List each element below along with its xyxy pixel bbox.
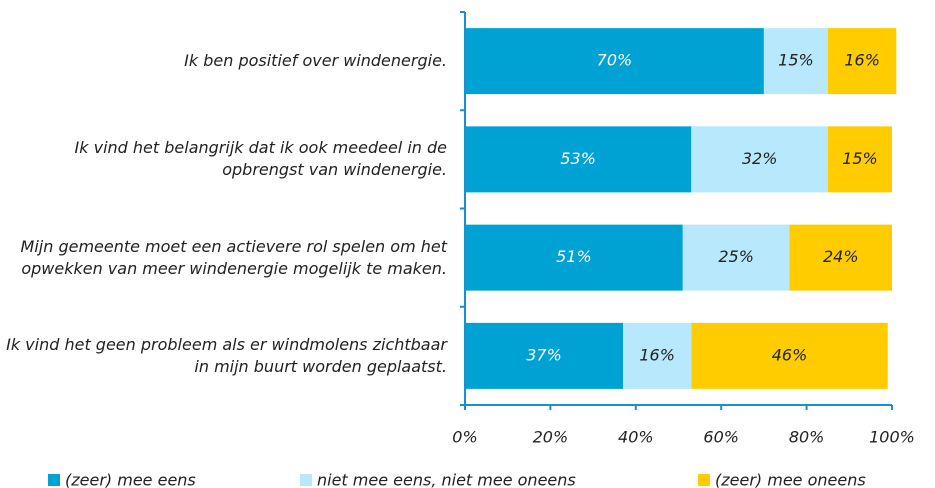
value-label: 70% — [597, 51, 633, 70]
value-label: 51% — [556, 247, 592, 266]
category-label: Ik vind het belangrijk dat ik ook meedee… — [74, 138, 447, 180]
value-label: 53% — [560, 149, 596, 168]
x-tick-label: 100% — [869, 428, 915, 447]
value-label: 16% — [639, 345, 675, 364]
bar-segment — [789, 224, 892, 291]
bar-segment — [827, 28, 897, 95]
value-label: 32% — [742, 149, 778, 168]
bar-segment — [465, 126, 692, 193]
bar-segment — [465, 224, 683, 291]
x-tick-label: 0% — [452, 428, 477, 447]
bar-segment — [622, 322, 692, 389]
bar-segment — [763, 28, 828, 95]
value-label: 16% — [844, 51, 880, 70]
value-label: 15% — [842, 149, 878, 168]
category-label: Mijn gemeente moet een actievere rol spe… — [20, 236, 447, 278]
x-tick-label: 80% — [789, 428, 825, 447]
x-tick-label: 40% — [618, 428, 654, 447]
legend-swatch — [300, 474, 312, 486]
legend-label: (zeer) mee oneens — [715, 471, 866, 488]
legend-label: (zeer) mee eens — [65, 471, 196, 488]
category-label: Ik vind het geen probleem als er windmol… — [6, 334, 447, 376]
x-tick-label: 20% — [533, 428, 569, 447]
category-label: Ik ben positief over windenergie. — [184, 51, 447, 71]
legend-swatch — [48, 474, 60, 486]
bar-segment — [465, 322, 623, 389]
value-label: 46% — [772, 345, 808, 364]
value-label: 24% — [823, 247, 859, 266]
bar-segment — [691, 322, 888, 389]
bar-segment — [682, 224, 790, 291]
value-label: 37% — [526, 345, 562, 364]
bar-segment — [465, 28, 764, 95]
x-tick-label: 60% — [703, 428, 739, 447]
value-label: 25% — [718, 247, 754, 266]
legend-label: niet mee eens, niet mee oneens — [317, 471, 576, 488]
value-label: 15% — [778, 51, 814, 70]
legend-swatch — [698, 474, 710, 486]
bar-segment — [827, 126, 892, 193]
bar-segment — [691, 126, 828, 193]
